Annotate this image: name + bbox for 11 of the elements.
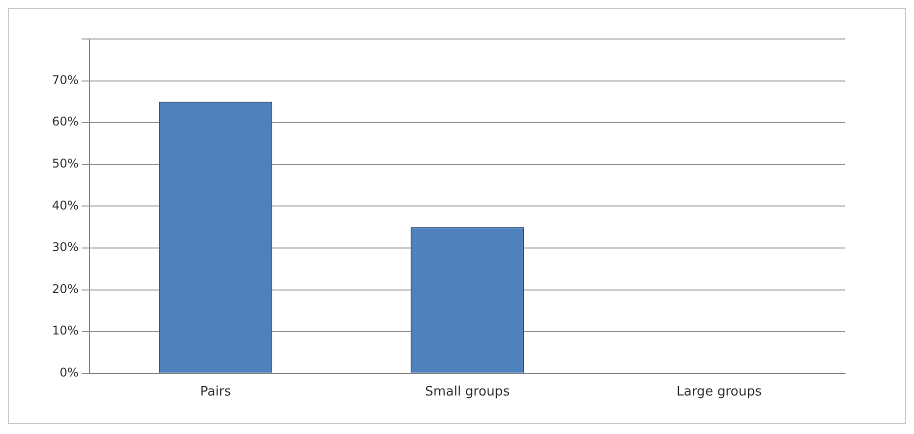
- y-tick-label: 20%: [52, 282, 79, 296]
- y-tick-label: 70%: [52, 72, 79, 87]
- y-tick-label: 0%: [60, 366, 79, 380]
- x-tick-label: Large groups: [676, 384, 762, 400]
- y-tick-label: 60%: [52, 114, 79, 129]
- y-tick-label: 10%: [52, 324, 79, 338]
- x-tick-label: Small groups: [424, 384, 510, 400]
- y-tick-label: 30%: [52, 240, 79, 254]
- y-tick-label: 50%: [52, 156, 79, 171]
- y-tick-label: 40%: [52, 198, 79, 212]
- x-tick-label: Pairs: [200, 384, 232, 400]
